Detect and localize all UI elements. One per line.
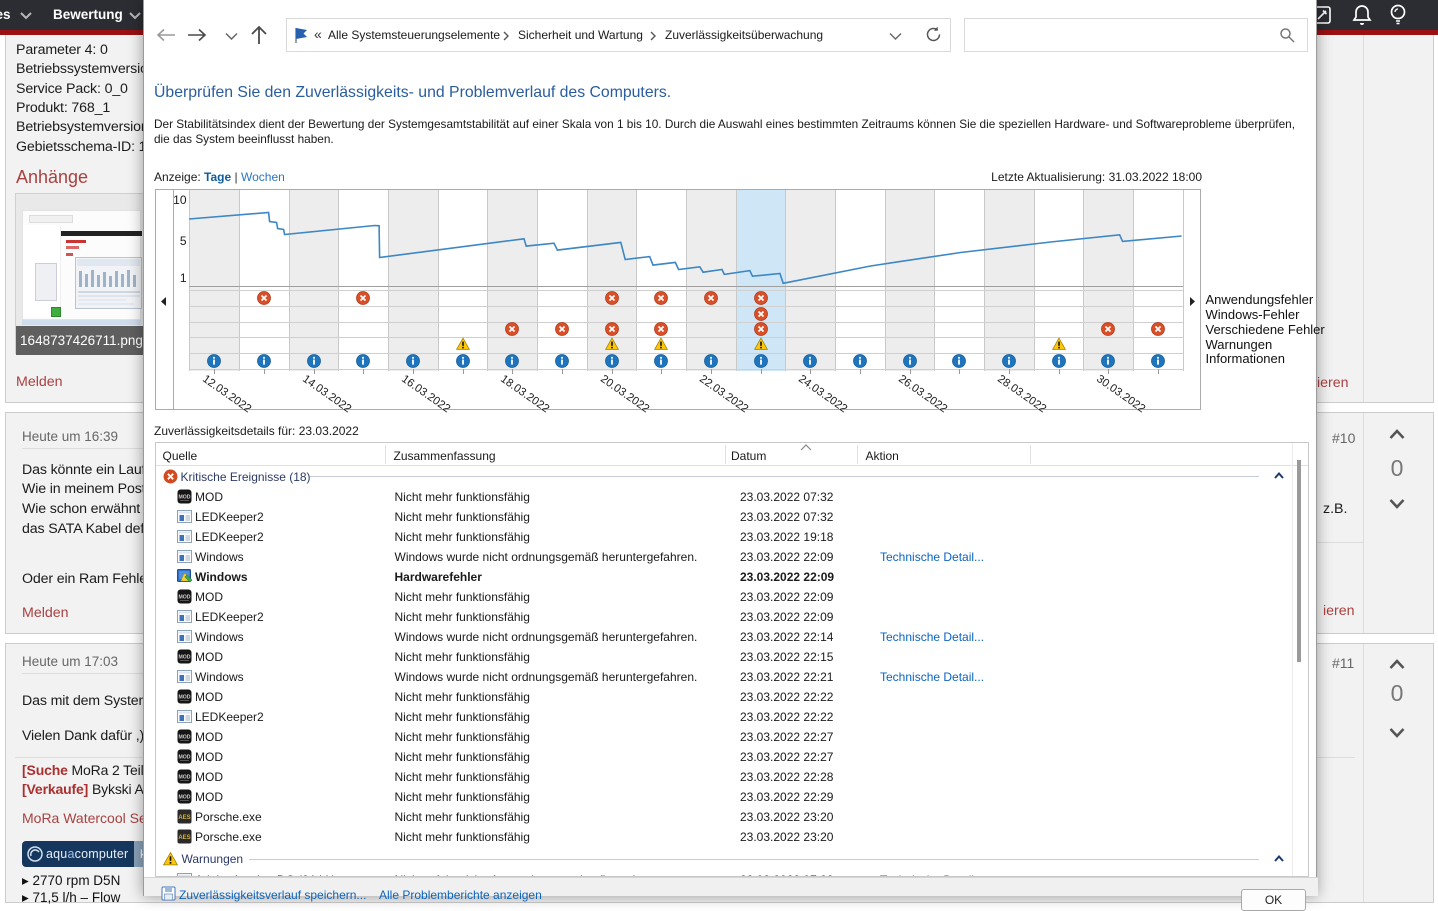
svg-text:MOD: MOD [178,655,190,661]
svg-text:AES: AES [178,815,190,821]
svg-text:MOD: MOD [178,775,190,781]
svg-text:MOD: MOD [178,595,190,601]
svg-text:MOD: MOD [178,795,190,801]
svg-text:AES: AES [178,835,190,841]
svg-text:MOD: MOD [178,495,190,501]
svg-text:MOD: MOD [178,695,190,701]
svg-text:MOD: MOD [178,735,190,741]
svg-text:MOD: MOD [178,755,190,761]
